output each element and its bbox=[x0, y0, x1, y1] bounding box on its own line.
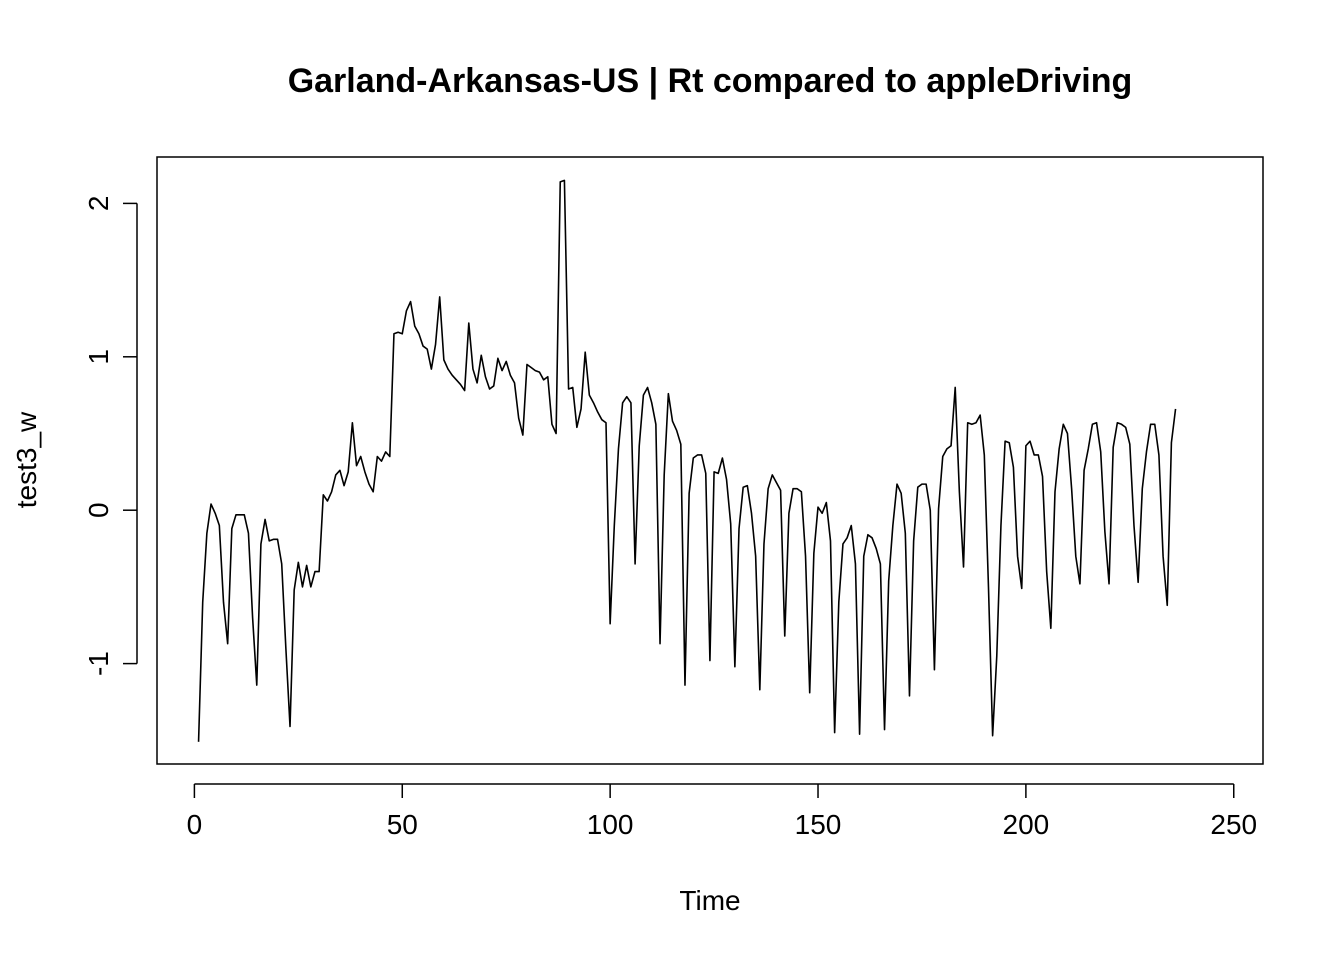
x-axis: 0 50 100 150 200 250 bbox=[187, 783, 1257, 840]
x-tick-label: 150 bbox=[795, 809, 842, 840]
y-tick-label: 2 bbox=[83, 196, 114, 212]
y-axis-label: test3_w bbox=[11, 411, 42, 508]
plot-frame bbox=[156, 156, 1264, 765]
y-tick-label: 0 bbox=[83, 502, 114, 518]
x-tick-label: 100 bbox=[587, 809, 634, 840]
y-tick-label: -1 bbox=[83, 651, 114, 676]
chart-title: Garland-Arkansas-US | Rt compared to app… bbox=[288, 62, 1133, 100]
y-tick-label: 1 bbox=[83, 349, 114, 365]
series-line-test3-w bbox=[197, 179, 1177, 742]
x-tick-label: 50 bbox=[387, 809, 418, 840]
x-tick-label: 0 bbox=[187, 809, 203, 840]
y-axis: -1 0 1 2 bbox=[83, 196, 138, 676]
x-axis-label: Time bbox=[679, 885, 740, 916]
x-tick-label: 250 bbox=[1210, 809, 1257, 840]
x-tick-label: 200 bbox=[1003, 809, 1050, 840]
